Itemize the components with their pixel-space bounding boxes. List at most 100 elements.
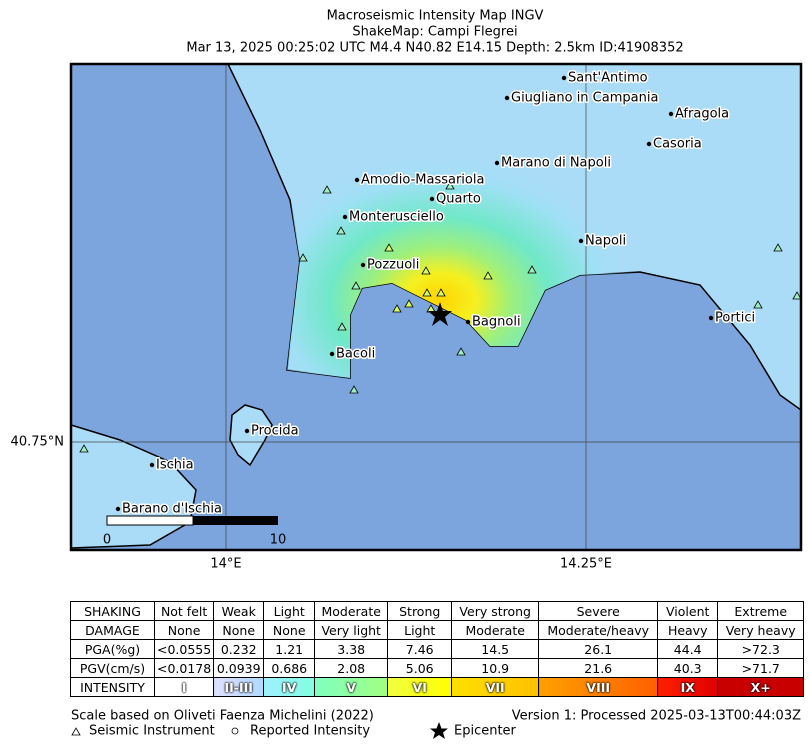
- table-cell: VII: [451, 677, 540, 697]
- table-cell: Severe: [538, 601, 659, 621]
- station: [392, 304, 402, 313]
- table-cell: 2.08: [314, 658, 389, 678]
- table-cell: 10.9: [451, 658, 540, 678]
- table-cell: II-III: [213, 677, 265, 697]
- place-label: Quarto: [436, 192, 481, 207]
- legend-item: Seismic Instrument: [89, 724, 215, 739]
- place-dot: [329, 351, 335, 357]
- place-dot: [244, 428, 250, 434]
- station: [384, 243, 394, 252]
- table-row: SHAKING Not felt Weak Light Moderate Strong Ve…: [70, 601, 805, 621]
- table-cell: IV: [263, 677, 316, 697]
- table-cell: 1.21: [263, 639, 316, 659]
- station: [456, 347, 466, 356]
- row-header: SHAKING: [70, 601, 155, 621]
- places: Sant'Antimo Giugliano in Campania Afragola…: [115, 69, 757, 518]
- table-cell: 21.6: [538, 658, 659, 678]
- map-figure: Sant'Antimo Giugliano in Campania Afragola…: [11, 9, 803, 572]
- scale-label: 0: [103, 533, 111, 548]
- table-cell: >72.3: [717, 639, 805, 659]
- event-info: Mar 13, 2025 00:25:02 UTC M4.4 N40.82 E1…: [186, 41, 683, 56]
- lon-label: 14°E: [210, 557, 241, 572]
- row-header: PGA(%g): [70, 639, 155, 659]
- scale-note: Scale based on Oliveti Faenza Michelini …: [71, 709, 374, 724]
- place-label: Portici: [715, 311, 755, 326]
- place-dot: [149, 462, 155, 468]
- stations: [79, 181, 801, 453]
- place-label: Bagnoli: [472, 315, 521, 330]
- table-cell: IX: [657, 677, 719, 697]
- station: [753, 300, 763, 309]
- table-cell: Heavy: [657, 620, 719, 640]
- place-label: Procida: [251, 424, 299, 439]
- epicenter-symbol: [430, 722, 448, 739]
- table-cell: Very light: [314, 620, 389, 640]
- place-dot: [578, 238, 584, 244]
- station: [421, 266, 431, 275]
- table-cell: <0.0555: [153, 639, 215, 659]
- subtitle: ShakeMap: Campi Flegrei: [352, 25, 517, 40]
- place-label: Giugliano in Campania: [511, 91, 658, 106]
- place-dot: [465, 319, 471, 325]
- lon-label: 14.25°E: [560, 557, 612, 572]
- table-cell: >71.7: [717, 658, 805, 678]
- scale-label: 10: [270, 533, 287, 548]
- scale-bar: [106, 515, 194, 526]
- station: [445, 181, 455, 190]
- lat-label: 40.75°N: [11, 435, 64, 450]
- table-cell: 0.232: [213, 639, 265, 659]
- station: [322, 185, 332, 194]
- table-cell: Light: [263, 601, 316, 621]
- station: [792, 291, 801, 300]
- table-cell: Violent: [657, 601, 719, 621]
- table-cell: 5.06: [387, 658, 453, 678]
- place-label: Sant'Antimo: [568, 71, 648, 86]
- intensity-table: SHAKING Not felt Weak Light Moderate Strong Ve…: [70, 601, 805, 697]
- place-label: Ischia: [156, 458, 194, 473]
- place-label: Afragola: [675, 107, 729, 122]
- table-row: PGA(%g) <0.0555 0.232 1.21 3.38 7.46 14.5 26.1 4…: [70, 639, 805, 659]
- station: [527, 265, 537, 274]
- table-cell: 0.0939: [213, 658, 265, 678]
- place-dot: [360, 262, 366, 268]
- table-cell: 7.46: [387, 639, 453, 659]
- row-header: PGV(cm/s): [70, 658, 155, 678]
- table-cell: X+: [717, 677, 805, 697]
- table-cell: Very strong: [451, 601, 540, 621]
- table-cell: None: [213, 620, 265, 640]
- place-label: Bacoli: [336, 347, 375, 362]
- place-dot: [504, 95, 510, 101]
- place-label: Amodio-Massariola: [361, 173, 484, 188]
- table-row: INTENSITY I II-III IV V VI VII VIII IX X+: [70, 677, 805, 697]
- table-cell: VI: [387, 677, 453, 697]
- place-label: Monterusciello: [349, 210, 444, 225]
- footer: Scale based on Oliveti Faenza Michelini …: [71, 709, 801, 739]
- table-cell: 26.1: [538, 639, 659, 659]
- place-label: Casoria: [653, 137, 702, 152]
- station: [336, 226, 346, 235]
- title: Macroseismic Intensity Map INGV: [327, 9, 544, 24]
- table-cell: Light: [387, 620, 453, 640]
- station: [79, 444, 89, 453]
- station: [404, 299, 414, 308]
- place-dot: [561, 75, 567, 81]
- map-frame: [69, 62, 803, 552]
- table-cell: Strong: [387, 601, 453, 621]
- place-dot: [668, 111, 674, 117]
- place-dot: [354, 177, 360, 183]
- row-header: DAMAGE: [70, 620, 155, 640]
- table-cell: V: [314, 677, 389, 697]
- station: [422, 288, 432, 297]
- table-cell: 0.686: [263, 658, 316, 678]
- station: [436, 288, 446, 297]
- place-label: Barano d'Ischia: [122, 502, 222, 517]
- place-dot: [708, 315, 714, 321]
- place-dot: [429, 196, 435, 202]
- table-cell: Extreme: [717, 601, 805, 621]
- table-cell: None: [263, 620, 316, 640]
- procida-island: [229, 404, 273, 467]
- place-label: Pozzuoli: [367, 258, 419, 273]
- intensity-field: [228, 64, 801, 410]
- table-cell: Very heavy: [717, 620, 805, 640]
